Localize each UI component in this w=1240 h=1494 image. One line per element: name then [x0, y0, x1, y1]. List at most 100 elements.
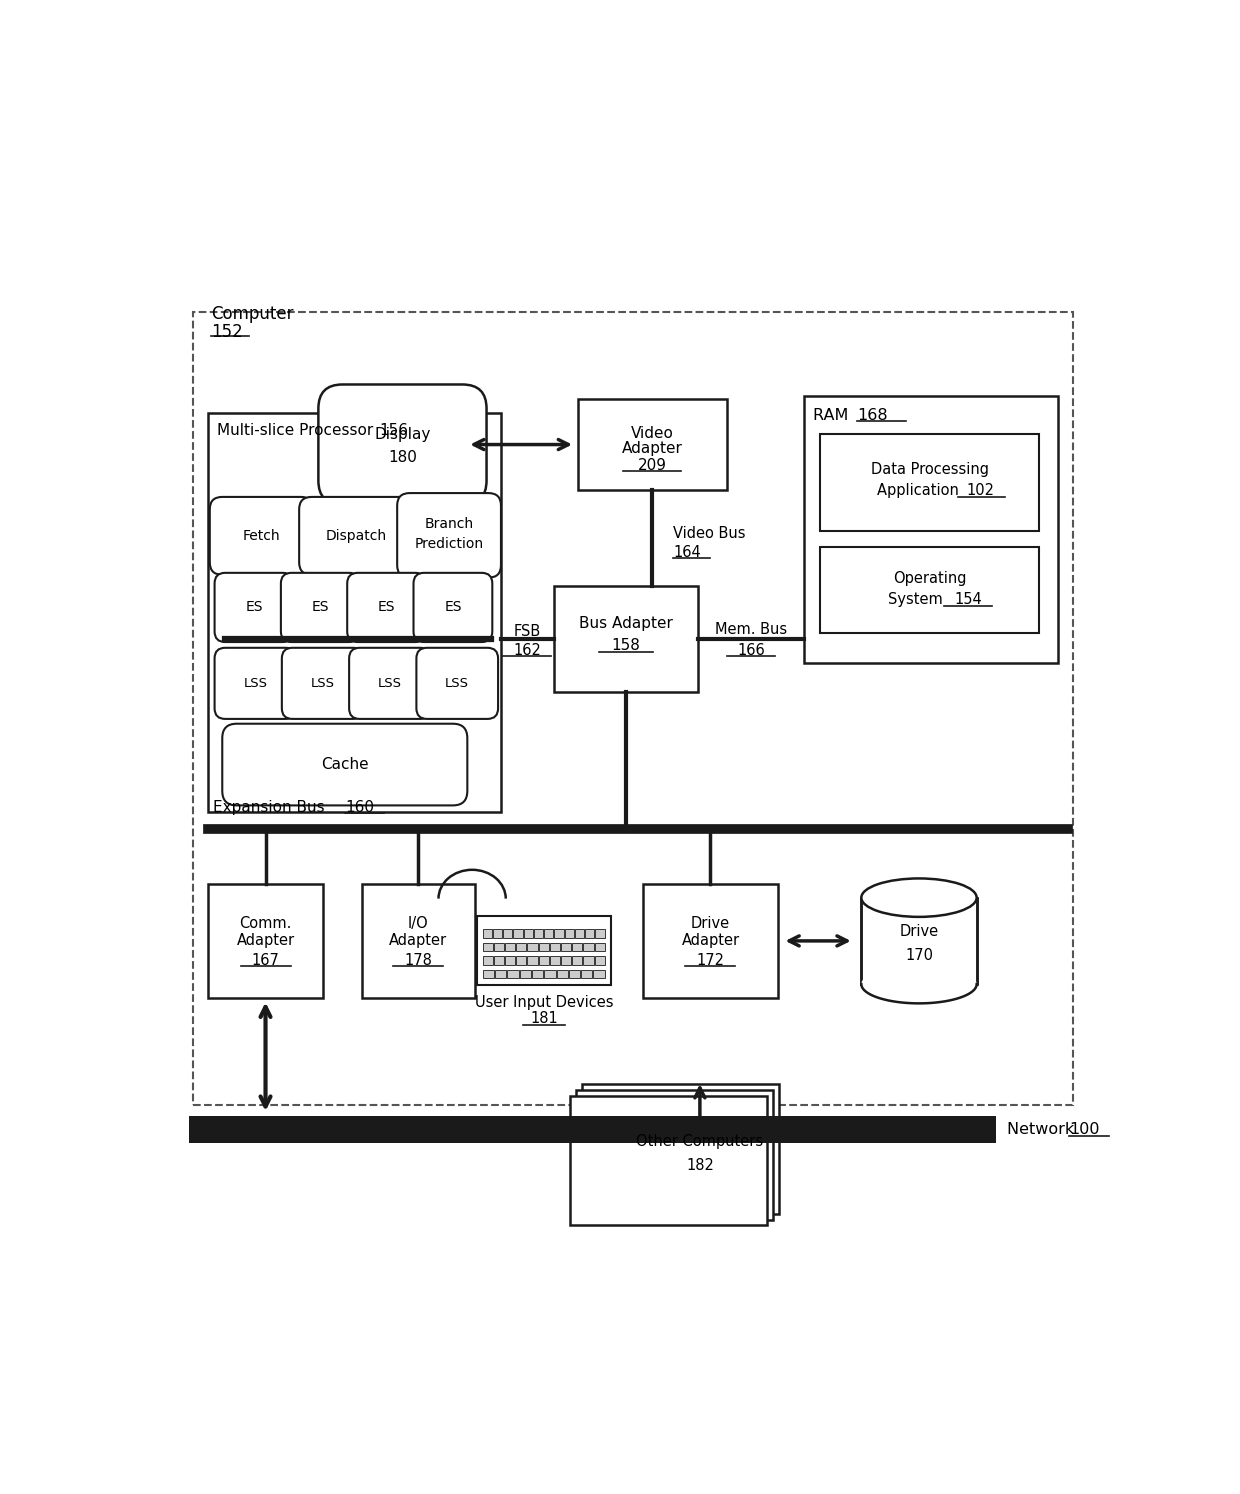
FancyBboxPatch shape — [820, 547, 1039, 633]
Bar — [534, 929, 543, 938]
Bar — [494, 943, 505, 952]
Bar — [594, 956, 605, 965]
Text: Adapter: Adapter — [389, 934, 448, 949]
Text: 170: 170 — [905, 947, 932, 962]
Bar — [494, 956, 505, 965]
Bar — [520, 970, 531, 979]
Bar — [575, 1089, 773, 1219]
Text: Operating: Operating — [893, 571, 966, 586]
FancyBboxPatch shape — [208, 884, 324, 998]
FancyBboxPatch shape — [208, 414, 501, 813]
FancyBboxPatch shape — [820, 435, 1039, 530]
Text: Adapter: Adapter — [682, 934, 739, 949]
Text: Display: Display — [374, 427, 430, 442]
Text: 160: 160 — [345, 799, 374, 814]
Bar — [564, 929, 574, 938]
Text: Multi-slice Processor: Multi-slice Processor — [217, 423, 378, 438]
FancyBboxPatch shape — [299, 498, 413, 575]
Bar — [572, 956, 583, 965]
Bar — [494, 929, 502, 938]
Bar — [549, 956, 560, 965]
Bar — [583, 943, 594, 952]
Ellipse shape — [862, 878, 977, 917]
Text: Adapter: Adapter — [237, 934, 295, 949]
Text: Computer: Computer — [211, 305, 293, 323]
Text: 100: 100 — [1069, 1122, 1100, 1137]
Text: LSS: LSS — [243, 677, 268, 690]
Bar — [582, 970, 593, 979]
Bar — [569, 970, 580, 979]
Text: Data Processing: Data Processing — [870, 462, 988, 477]
Text: Drive: Drive — [899, 923, 939, 938]
FancyBboxPatch shape — [413, 572, 492, 642]
Bar — [594, 970, 605, 979]
FancyBboxPatch shape — [319, 384, 486, 505]
FancyBboxPatch shape — [644, 884, 777, 998]
Bar — [585, 929, 594, 938]
FancyBboxPatch shape — [281, 648, 363, 719]
FancyBboxPatch shape — [215, 648, 296, 719]
Text: I/O: I/O — [408, 916, 429, 931]
Text: Adapter: Adapter — [622, 441, 683, 456]
Text: User Input Devices: User Input Devices — [475, 995, 614, 1010]
FancyBboxPatch shape — [397, 493, 501, 578]
Bar — [572, 943, 583, 952]
Text: LSS: LSS — [311, 677, 335, 690]
Text: 209: 209 — [637, 459, 667, 474]
FancyBboxPatch shape — [222, 723, 467, 805]
Text: 166: 166 — [737, 644, 765, 659]
Text: Cache: Cache — [321, 757, 368, 772]
FancyBboxPatch shape — [215, 572, 294, 642]
Bar — [482, 970, 494, 979]
FancyBboxPatch shape — [347, 572, 427, 642]
Bar — [544, 970, 556, 979]
Text: 172: 172 — [697, 953, 724, 968]
Bar — [505, 956, 516, 965]
Bar — [595, 929, 605, 938]
Text: System: System — [888, 592, 947, 607]
Text: Video Bus: Video Bus — [673, 526, 746, 541]
Text: Comm.: Comm. — [239, 916, 291, 931]
Bar — [507, 970, 518, 979]
Text: Fetch: Fetch — [243, 529, 280, 542]
Text: Video: Video — [631, 426, 673, 441]
Text: 181: 181 — [531, 1011, 558, 1026]
Bar — [523, 929, 533, 938]
Ellipse shape — [862, 965, 977, 1004]
Text: Expansion Bus: Expansion Bus — [213, 799, 329, 814]
FancyBboxPatch shape — [210, 498, 314, 575]
Bar — [594, 943, 605, 952]
Text: Branch: Branch — [424, 517, 474, 530]
Bar — [538, 943, 549, 952]
Bar — [505, 943, 516, 952]
Bar — [516, 956, 527, 965]
Text: 182: 182 — [686, 1158, 714, 1173]
FancyBboxPatch shape — [578, 399, 727, 490]
Bar — [862, 898, 977, 985]
FancyBboxPatch shape — [554, 586, 698, 692]
Text: 180: 180 — [388, 450, 417, 465]
Text: ES: ES — [444, 601, 461, 614]
Text: Prediction: Prediction — [414, 536, 484, 551]
FancyBboxPatch shape — [477, 916, 611, 985]
Text: ES: ES — [311, 601, 329, 614]
Text: ES: ES — [378, 601, 396, 614]
Bar — [554, 929, 564, 938]
Text: 167: 167 — [252, 953, 279, 968]
Bar — [582, 1085, 779, 1213]
FancyBboxPatch shape — [362, 884, 475, 998]
Bar — [495, 970, 506, 979]
Bar — [557, 970, 568, 979]
Text: FSB: FSB — [513, 624, 541, 639]
FancyBboxPatch shape — [193, 312, 1073, 1106]
Bar — [503, 929, 512, 938]
Bar — [527, 943, 538, 952]
Text: ES: ES — [246, 601, 263, 614]
Bar — [583, 956, 594, 965]
Bar — [549, 943, 560, 952]
Bar — [527, 956, 538, 965]
FancyBboxPatch shape — [804, 396, 1059, 663]
Text: 154: 154 — [954, 592, 982, 607]
Text: Application: Application — [877, 483, 963, 498]
Text: Mem. Bus: Mem. Bus — [714, 622, 787, 636]
